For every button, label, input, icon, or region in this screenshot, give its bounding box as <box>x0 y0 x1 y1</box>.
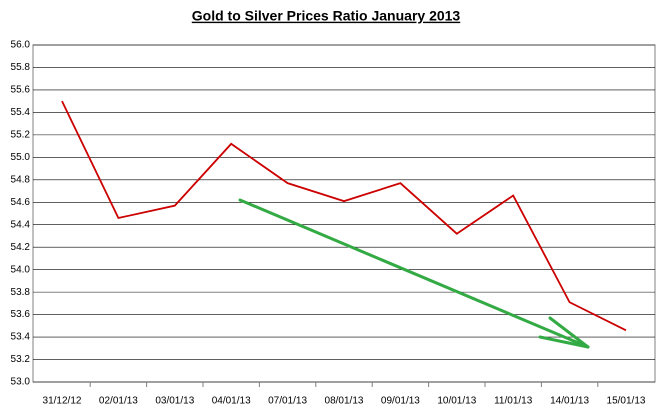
arrow-head <box>538 335 590 349</box>
x-tick-label: 14/01/13 <box>550 396 589 407</box>
x-tick-label: 31/12/12 <box>43 396 82 407</box>
chart-title: Gold to Silver Prices Ratio January 2013 <box>192 8 461 24</box>
trend-arrow <box>238 198 590 349</box>
y-tick-label: 55.2 <box>11 130 31 141</box>
data-line <box>61 100 627 332</box>
x-tick-label: 15/01/13 <box>607 396 646 407</box>
x-tick-label: 02/01/13 <box>99 396 138 407</box>
x-tick-label: 04/01/13 <box>212 396 251 407</box>
y-tick-label: 55.4 <box>11 107 31 118</box>
y-tick-label: 53.2 <box>11 354 31 365</box>
y-tick-label: 54.6 <box>11 197 31 208</box>
y-tick-label: 53.0 <box>11 377 31 388</box>
y-tick-label: 53.8 <box>11 287 31 298</box>
y-tick-label: 53.4 <box>11 332 31 343</box>
marks: 53.0 53.2 53.4 53.6 53.8 54.0 54.2 54.4 54.6 54.8… <box>11 40 655 407</box>
x-tick-label: 08/01/13 <box>325 396 364 407</box>
x-tick-label: 03/01/13 <box>155 396 194 407</box>
plot-area <box>32 44 656 383</box>
x-tick-label: 09/01/13 <box>381 396 420 407</box>
x-tick-label: 07/01/13 <box>268 396 307 407</box>
x-tick-label: 11/01/13 <box>494 396 533 407</box>
y-tick-label: 55.0 <box>11 152 31 163</box>
y-tick-label: 55.6 <box>11 85 31 96</box>
y-tick-label: 54.8 <box>11 174 31 185</box>
x-tick-label: 10/01/13 <box>437 396 476 407</box>
y-tick-label: 54.0 <box>11 264 31 275</box>
arrow-shaft <box>238 198 590 349</box>
arrow-head <box>548 316 590 349</box>
y-tick-label: 56.0 <box>11 40 31 51</box>
y-tick-label: 53.6 <box>11 309 31 320</box>
y-tick-label: 54.2 <box>11 242 31 253</box>
y-tick-label: 55.8 <box>11 62 31 73</box>
y-tick-label: 54.4 <box>11 219 31 230</box>
